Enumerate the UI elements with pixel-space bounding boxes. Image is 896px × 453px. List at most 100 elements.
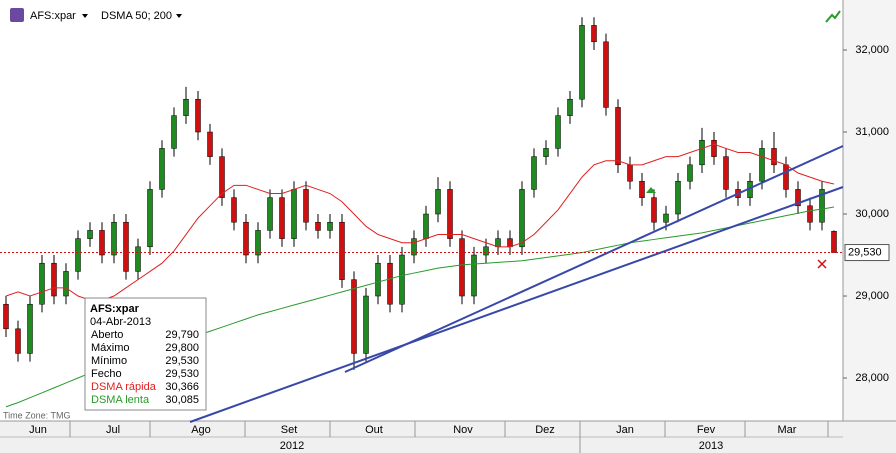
last-price-label: 29,530 — [848, 246, 882, 258]
candle-body — [339, 221, 345, 280]
tooltip-date: 04-Abr-2013 — [90, 316, 151, 328]
candle-body — [771, 148, 777, 166]
candle-body — [447, 189, 453, 239]
month-label: Jan — [616, 424, 634, 436]
month-label: Mar — [778, 424, 797, 436]
year-label: 2012 — [280, 440, 304, 452]
candle-body — [507, 238, 513, 248]
candle-body — [183, 98, 189, 116]
candle-body — [63, 271, 69, 297]
candle-body — [519, 189, 525, 248]
y-tick-label: 30,000 — [855, 208, 889, 220]
plot-area — [0, 17, 843, 408]
month-label: Jun — [29, 424, 47, 436]
candle-body — [615, 107, 621, 166]
candle-body — [195, 98, 201, 133]
candle-body — [675, 180, 681, 215]
time-zone: Time Zone: TMG — [3, 410, 71, 420]
symbol[interactable]: AFS:xpar — [30, 10, 76, 22]
tooltip-label: Máximo — [91, 342, 130, 354]
candle-body — [663, 213, 669, 223]
candle-body — [699, 139, 705, 166]
candle-body — [831, 230, 837, 253]
month-label: Dez — [535, 424, 555, 436]
dropdown-arrow[interactable] — [82, 14, 88, 18]
candle-body — [603, 41, 609, 108]
candle-body — [639, 180, 645, 198]
candle-body — [231, 197, 237, 223]
tooltip-value: 29,530 — [165, 355, 199, 367]
candle-body — [255, 230, 261, 256]
candle-body — [123, 221, 129, 272]
candle-body — [51, 262, 57, 297]
candle-body — [795, 189, 801, 207]
tooltip-value: 30,085 — [165, 394, 199, 406]
candle-body — [531, 156, 537, 190]
year-label: 2013 — [699, 440, 723, 452]
tooltip-box — [84, 297, 207, 411]
candle-body — [75, 238, 81, 272]
y-tick-label: 31,000 — [855, 126, 889, 138]
candle-body — [495, 238, 501, 248]
y-tick-label: 29,000 — [855, 290, 889, 302]
candle-body — [327, 221, 333, 231]
candle-body — [3, 303, 9, 330]
candle-body — [723, 156, 729, 190]
candle-body — [87, 230, 93, 239]
month-label: Set — [281, 424, 298, 436]
candle-body — [159, 148, 165, 190]
indicator[interactable]: DSMA 50; 200 — [101, 10, 172, 22]
candle-body — [135, 246, 141, 272]
candle-body — [243, 221, 249, 256]
tooltip: AFS:xpar 04-Abr-2013 Aberto 29,790 Máximo 2… — [84, 297, 207, 411]
moving-average — [5, 143, 835, 301]
candle-body — [99, 230, 105, 256]
candle-body — [483, 246, 489, 256]
candle-body — [567, 98, 573, 116]
tooltip-value: 29,800 — [165, 342, 199, 354]
signal-down — [817, 259, 827, 269]
tooltip-value: 29,790 — [165, 329, 199, 341]
candle-body — [435, 189, 441, 215]
symbol-icon[interactable] — [10, 8, 24, 22]
candle-body — [759, 148, 765, 182]
tooltip-title: AFS:xpar — [90, 303, 140, 315]
tooltip-value: 30,366 — [165, 381, 199, 393]
candle-body — [387, 262, 393, 305]
tooltip-rows: Aberto 29,790 Máximo 29,800 Mínimo 29,530 Fech… — [91, 329, 199, 406]
tooltip-label: Aberto — [91, 329, 123, 341]
month-label: Jul — [106, 424, 120, 436]
tooltip-label: DSMA lenta — [91, 394, 150, 406]
candle-body — [579, 25, 585, 100]
tooltip-label: DSMA rápida — [91, 381, 157, 393]
candle-body — [147, 189, 153, 248]
candle-body — [207, 131, 213, 157]
tooltip-label: Mínimo — [91, 355, 127, 367]
month-label: Fev — [697, 424, 716, 436]
candle-body — [279, 197, 285, 239]
candle-body — [303, 189, 309, 223]
candle-body — [819, 189, 825, 223]
candle-body — [315, 221, 321, 231]
signal-up — [646, 187, 656, 193]
candle-body — [591, 25, 597, 43]
y-tick-label: 28,000 — [855, 372, 889, 384]
candle-body — [711, 139, 717, 157]
candle-body — [39, 262, 45, 305]
candle-body — [267, 197, 273, 231]
candle-body — [399, 254, 405, 305]
candle-body — [627, 164, 633, 182]
candle-body — [291, 189, 297, 239]
dropdown-arrow[interactable] — [176, 14, 182, 18]
trendline[interactable] — [189, 186, 844, 423]
candle-body — [411, 238, 417, 256]
trendline[interactable] — [344, 145, 844, 373]
candle-body — [363, 295, 369, 354]
trend-icon[interactable] — [825, 10, 841, 23]
tooltip-label: Fecho — [91, 368, 122, 380]
candle-body — [27, 303, 33, 354]
candle-body — [687, 164, 693, 182]
candle-body — [219, 156, 225, 198]
month-label: Out — [365, 424, 383, 436]
